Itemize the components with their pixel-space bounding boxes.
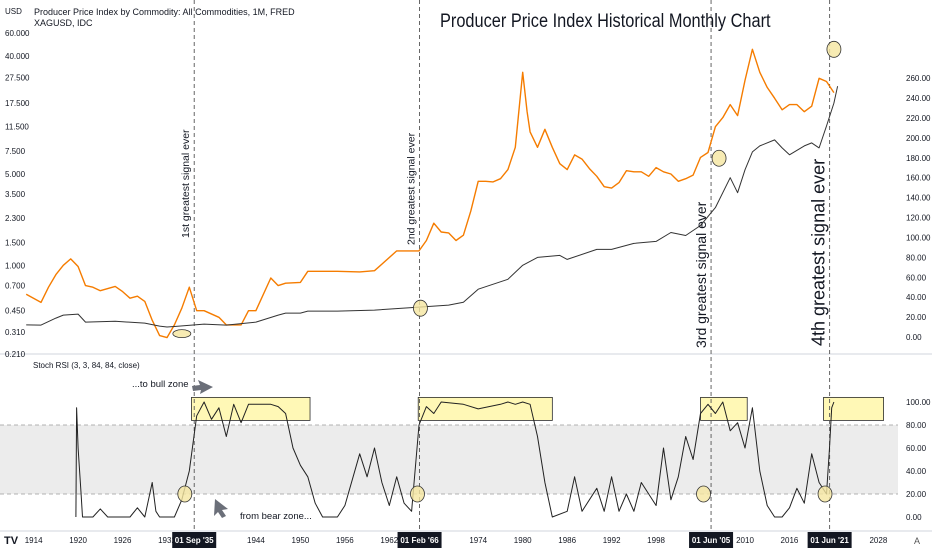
right-axis-tick: 180.00 [906,154,931,163]
signal-circle-1 [172,329,192,339]
rsi-axis-tick: 80.00 [906,421,927,430]
left-axis-tick: 0.450 [5,307,26,316]
rsi-axis-tick: 100.00 [906,398,931,407]
date-marker-label-3: 01 Jun '05 [692,536,731,545]
left-axis-tick: 60.000 [5,29,30,38]
left-axis-tick: 11.500 [5,123,29,132]
bull-zone-arrow [192,380,213,394]
bull-zone-box-2 [417,396,553,421]
right-axis-tick: 120.00 [906,214,931,223]
right-axis-tick: 140.00 [906,194,931,203]
time-axis-tick: 1974 [469,536,487,545]
right-axis-tick: 20.00 [906,313,927,322]
time-axis-tick: 2028 [869,536,887,545]
left-axis-tick: 0.210 [5,350,26,359]
right-axis-tick: 220.00 [906,114,931,123]
bull-zone-box-1 [191,396,311,421]
bear-zone-annotation: from bear zone... [240,511,312,522]
left-axis-tick: 0.310 [5,328,26,337]
time-axis-tick: 1992 [603,536,621,545]
right-axis-tick: 40.00 [906,293,927,302]
left-axis-tick: 5.000 [5,170,26,179]
right-axis-tick: 160.00 [906,174,931,183]
signal-annotation-2: 2nd greatest signal ever [406,132,418,245]
bull-zone-annotation: ...to bull zone [132,379,189,390]
rsi-axis-tick: 20.00 [906,490,927,499]
left-axis-tick: 1.500 [5,238,26,247]
right-axis-tick: 240.00 [906,94,931,103]
right-axis-tick: 80.00 [906,253,927,262]
date-marker-labels: 01 Sep '35 01 Feb '66 01 Jun '05 01 Jun '21 [172,532,852,548]
time-axis-tick: 1956 [336,536,354,545]
symbol-label: XAGUSD, IDC [34,18,93,28]
date-marker-label-4: 01 Jun '21 [810,536,849,545]
signal-annotation-4: 4th greatest signal ever [809,159,829,346]
left-axis-tick: 3.500 [5,190,26,199]
left-price-axis[interactable]: 60.000 40.000 27.500 17.500 11.500 7.500 5.000… [5,29,30,359]
rsi-neutral-band [0,425,898,494]
signal-circle-5 [177,485,193,503]
date-marker-box-3 [689,532,734,548]
time-axis-tick: 1914 [25,536,43,545]
rsi-axis-tick: 40.00 [906,467,927,476]
signal-annotation-1: 1st greatest signal ever [180,129,192,238]
signal-circle-8 [817,485,833,503]
signal-annotation-3: 3rd greatest signal ever [693,201,709,348]
time-axis-tick: 2016 [781,536,799,545]
stoch-rsi-label: Stoch RSI (3, 3, 84, 84, close) [33,361,140,370]
bull-zone-box-4 [823,396,884,421]
right-axis-tick: 0.00 [906,333,922,342]
bear-zone-arrow [214,499,228,518]
date-marker-box-2 [397,532,442,548]
signal-circle-7 [696,485,711,503]
rsi-value-axis[interactable]: 100.00 80.00 60.00 40.00 20.00 0.00 [906,398,931,522]
time-axis-tick: 1950 [292,536,310,545]
time-axis[interactable]: 1914 1920 1926 1932 1944 1950 1956 1962 1974 1980… [25,536,888,545]
right-price-axis[interactable]: 260.00 240.00 220.00 200.00 180.00 160.00 140.… [906,74,931,342]
time-axis-tick: 1962 [380,536,398,545]
time-axis-tick: 1932 [158,536,176,545]
left-axis-tick: 0.700 [5,282,26,291]
bull-zone-box-3 [700,396,748,421]
time-axis-tick: 1944 [247,536,265,545]
signal-circles [172,40,842,503]
annotations: 1st greatest signal ever 2nd greatest sig… [132,129,829,522]
left-axis-tick: 7.500 [5,147,26,156]
tradingview-logo: TV [4,535,19,547]
rsi-axis-tick: 0.00 [906,513,922,522]
right-axis-tick: 100.00 [906,233,931,242]
date-marker-box-4 [807,532,852,548]
date-marker-box-1 [172,532,217,548]
left-axis-tick: 17.500 [5,99,30,108]
left-axis-tick: 1.000 [5,261,26,270]
series-layer [25,48,839,518]
log-scale-toggle[interactable]: A [914,536,920,546]
series-line-2 [26,86,839,328]
currency-unit: USD [5,7,22,16]
right-axis-tick: 260.00 [906,74,931,83]
time-axis-tick: 1980 [514,536,532,545]
time-axis-tick: 1920 [69,536,87,545]
series-line-1 [25,48,835,339]
date-marker-label-1: 01 Sep '35 [175,536,214,545]
signal-circle-4 [826,40,842,58]
date-marker-label-2: 01 Feb '66 [400,536,439,545]
right-axis-tick: 200.00 [906,134,931,143]
signal-circle-2 [413,299,428,317]
time-axis-tick: 1998 [647,536,665,545]
left-axis-tick: 27.500 [5,73,30,82]
chart-title: Producer Price Index Historical Monthly … [440,11,771,32]
rsi-axis-tick: 60.00 [906,444,927,453]
time-axis-tick: 1926 [114,536,132,545]
signal-circle-6 [410,485,425,503]
right-axis-tick: 60.00 [906,273,927,282]
left-axis-tick: 2.300 [5,214,26,223]
time-axis-tick: 1986 [558,536,576,545]
left-axis-tick: 40.000 [5,52,30,61]
series-line-3 [75,401,835,518]
time-axis-tick: 2010 [736,536,754,545]
signal-circle-3 [711,149,727,167]
series-title: Producer Price Index by Commodity: All C… [34,7,295,17]
